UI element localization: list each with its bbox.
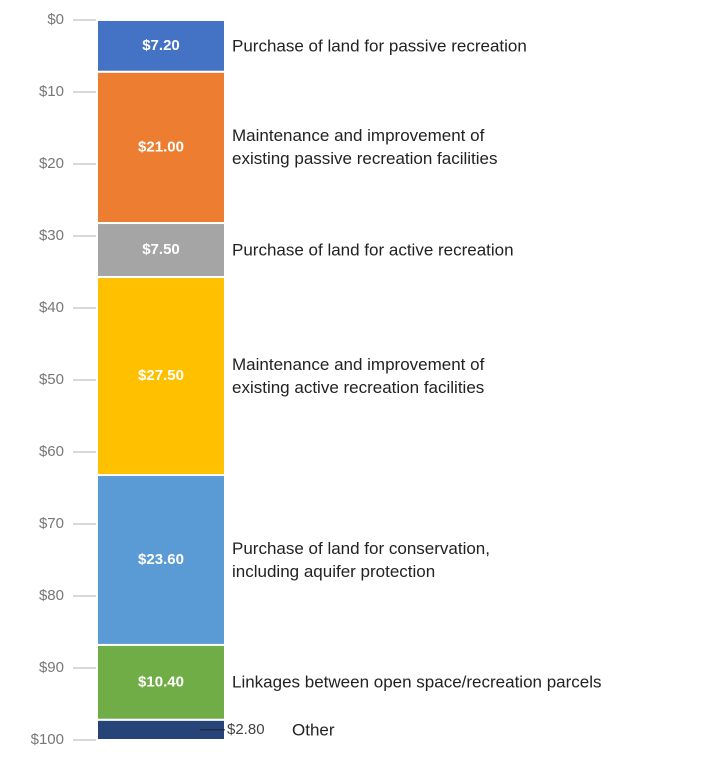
value-label: $2.80 <box>227 721 265 738</box>
y-tick-label: $20 <box>39 155 64 172</box>
y-tick-label: $30 <box>39 227 64 244</box>
y-tick-label: $40 <box>39 299 64 316</box>
value-label: $10.40 <box>138 673 184 690</box>
bar-segment <box>96 276 226 477</box>
segment-annotation: Maintenance and improvement of existing … <box>232 126 498 169</box>
y-tick-label: $60 <box>39 443 64 460</box>
y-tick-label: $70 <box>39 515 64 532</box>
y-tick-label: $10 <box>39 83 64 100</box>
y-tick-label: $50 <box>39 371 64 388</box>
bar-segment <box>96 474 226 646</box>
bar-segment <box>96 70 226 225</box>
value-label: $7.50 <box>142 241 180 258</box>
value-label: $23.60 <box>138 551 184 568</box>
segment-annotation: Purchase of land for conservation, inclu… <box>232 539 490 581</box>
bar-segment <box>96 222 226 279</box>
segment-annotation: Maintenance and improvement of existing … <box>232 355 485 398</box>
y-tick-label: $90 <box>39 659 64 676</box>
segment-annotation: Linkages between open space/recreation p… <box>232 672 602 692</box>
value-label: $21.00 <box>138 138 184 155</box>
segment-annotation: Purchase of land for passive recreation <box>232 36 527 56</box>
bar-segment <box>96 643 226 721</box>
value-label: $7.20 <box>142 37 180 54</box>
segment-annotation: Other <box>292 720 335 740</box>
y-tick-label: $0 <box>47 11 64 28</box>
y-tick-label: $100 <box>31 731 64 748</box>
value-label: $27.50 <box>138 367 184 384</box>
segment-annotation: Purchase of land for active recreation <box>232 240 514 260</box>
y-tick-label: $80 <box>39 587 64 604</box>
